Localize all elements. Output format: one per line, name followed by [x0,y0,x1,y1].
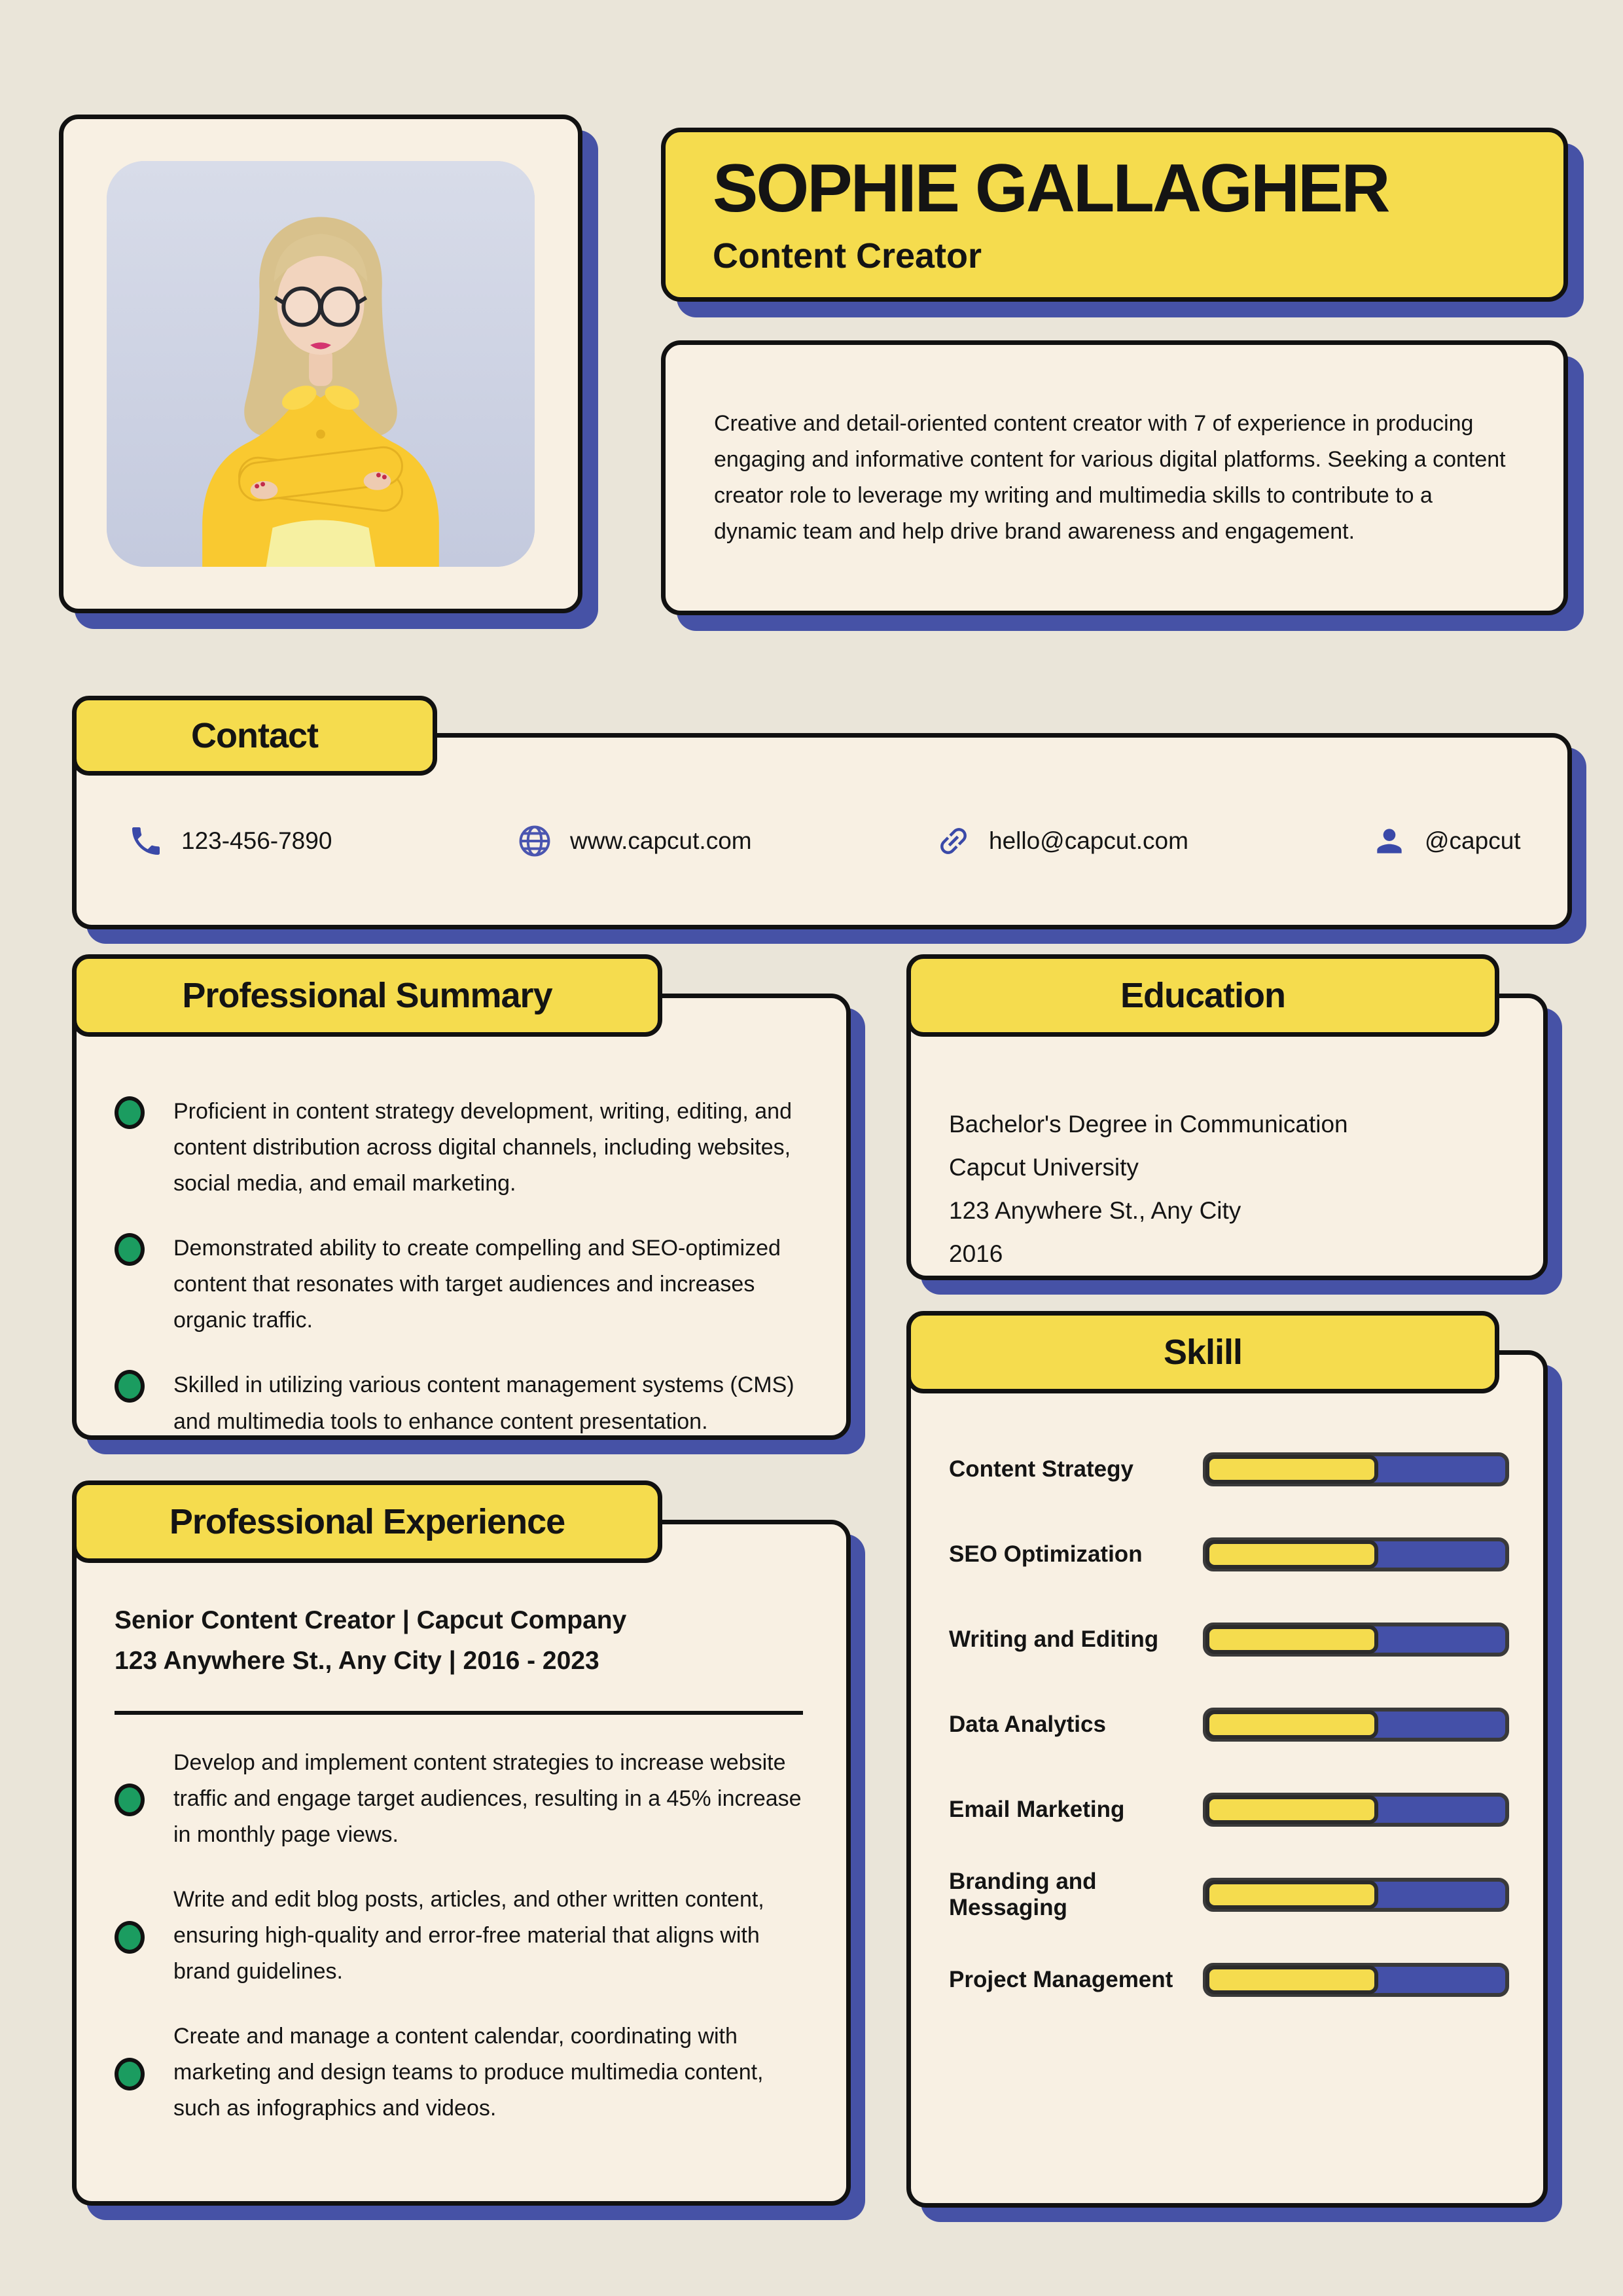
skill-label: Branding and Messaging [949,1869,1097,1920]
skills-title: Sklill [1163,1333,1243,1372]
contact-email-value: hello@capcut.com [989,827,1188,854]
skills-card: Content Strategy SEO Optimization Writin… [906,1350,1548,2208]
intro-summary-text: Creative and detail-oriented content cre… [714,410,1506,545]
contact-website-value: www.capcut.com [570,827,752,854]
list-item: Write and edit blog posts, articles, and… [115,1882,803,1990]
summary-bullet-text: Demonstrated ability to create compellin… [173,1236,781,1333]
profile-photo [107,161,535,567]
professional-experience-card: Senior Content Creator | Capcut Company … [72,1520,851,2206]
skill-row: Writing and Editing [949,1622,1509,1657]
professional-summary-tab: Professional Summary [72,954,662,1037]
header-title-card: SOPHIE GALLAGHER Content Creator [661,128,1568,302]
contact-handle[interactable]: @capcut [1371,823,1521,859]
contact-phone[interactable]: 123-456-7890 [128,823,332,859]
skill-bar-fill [1205,1880,1379,1909]
skill-label: Writing and Editing [949,1626,1159,1652]
bullet-dot-icon [115,1920,145,1954]
bullet-dot-icon [115,1233,145,1266]
list-item: Develop and implement content strategies… [115,1745,803,1853]
globe-icon [519,825,550,857]
intro-summary-card: Creative and detail-oriented content cre… [661,340,1568,615]
bullet-dot-icon [115,1784,145,1817]
contact-website[interactable]: www.capcut.com [516,823,752,859]
education-school: Capcut University [949,1153,1139,1181]
professional-summary-section: Proficient in content strategy developme… [72,954,851,1442]
skill-row: Email Marketing [949,1792,1509,1827]
photo-card [59,115,582,613]
education-degree: Bachelor's Degree in Communication [949,1111,1348,1138]
experience-bullet-text: Write and edit blog posts, articles, and… [173,1887,764,1984]
skill-bar-fill [1205,1455,1379,1484]
bullet-dot-icon [115,1370,145,1403]
skill-bar-fill [1205,1625,1379,1654]
skill-label: Email Marketing [949,1797,1125,1822]
skill-bar-fill [1205,1965,1379,1994]
education-card: Bachelor's Degree in Communication Capcu… [906,994,1548,1280]
education-year: 2016 [949,1240,1003,1267]
education-section: Bachelor's Degree in Communication Capcu… [906,954,1548,1282]
experience-meta: 123 Anywhere St., Any City | 2016 - 2023 [115,1647,599,1676]
contact-section-tab: Contact [72,696,437,776]
bullet-dot-icon [115,1096,145,1129]
contact-email[interactable]: hello@capcut.com [935,823,1188,859]
skill-label: Project Management [949,1967,1173,1992]
skill-bar [1203,1793,1509,1827]
professional-summary-card: Proficient in content strategy developme… [72,994,851,1440]
skill-bar-fill [1205,1540,1379,1569]
list-item: Skilled in utilizing various content man… [115,1367,803,1439]
divider [115,1710,803,1715]
experience-bullet-text: Create and manage a content calendar, co… [173,2024,764,2121]
list-item: Create and manage a content calendar, co… [115,2018,803,2126]
professional-experience-title: Professional Experience [169,1502,565,1541]
skill-bar [1203,1963,1509,1997]
skills-tab: Sklill [906,1311,1499,1393]
person-role: Content Creator [713,236,982,276]
summary-bullet-text: Skilled in utilizing various content man… [173,1372,794,1434]
education-address: 123 Anywhere St., Any City [949,1196,1241,1224]
experience-bullet-text: Develop and implement content strategies… [173,1749,802,1847]
education-title: Education [1120,976,1286,1015]
contact-section: 123-456-7890 www.capcut.com [72,696,1572,930]
skill-bar [1203,1878,1509,1912]
skill-row: Branding and Messaging [949,1869,1509,1920]
skill-bar [1203,1537,1509,1571]
experience-role: Senior Content Creator | Capcut Company [115,1606,627,1634]
skill-label: SEO Optimization [949,1541,1143,1567]
list-item: Proficient in content strategy developme… [115,1094,803,1202]
education-tab: Education [906,954,1499,1037]
contact-section-title: Contact [191,716,319,755]
summary-bullet-text: Proficient in content strategy developme… [173,1099,792,1196]
professional-experience-section: Senior Content Creator | Capcut Company … [72,1480,851,2208]
professional-experience-tab: Professional Experience [72,1480,662,1563]
skill-bar-fill [1205,1795,1379,1824]
contact-handle-value: @capcut [1425,827,1521,854]
skill-row: Content Strategy [949,1452,1509,1487]
skill-label: Data Analytics [949,1712,1106,1737]
phone-icon [132,827,160,855]
list-item: Demonstrated ability to create compellin… [115,1230,803,1338]
skill-bar [1203,1708,1509,1742]
skill-bar-fill [1205,1710,1379,1739]
link-icon [940,828,967,854]
contact-phone-value: 123-456-7890 [181,827,332,854]
skill-row: Project Management [949,1962,1509,1998]
person-name: SOPHIE GALLAGHER [713,151,1391,227]
skill-bar [1203,1623,1509,1657]
bullet-dot-icon [115,2057,145,2090]
contact-card: 123-456-7890 www.capcut.com [72,733,1572,929]
professional-summary-title: Professional Summary [182,976,552,1015]
skill-row: SEO Optimization [949,1537,1509,1572]
skill-row: Data Analytics [949,1707,1509,1742]
skills-section: Content Strategy SEO Optimization Writin… [906,1311,1548,2209]
skill-bar [1203,1452,1509,1486]
skill-label: Content Strategy [949,1456,1133,1482]
user-icon [1377,829,1402,853]
portrait-illustration [107,161,535,567]
